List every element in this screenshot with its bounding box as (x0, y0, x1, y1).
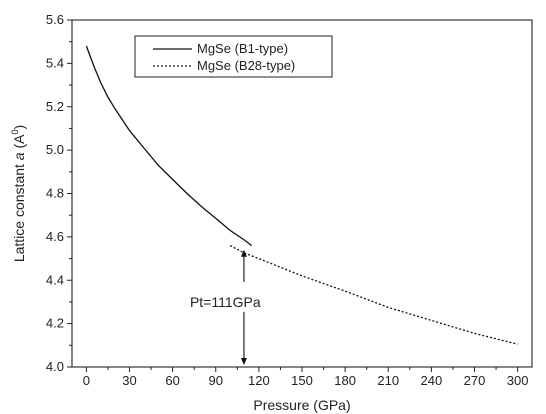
x-tick-label: 300 (507, 373, 529, 388)
x-tick-label: 90 (209, 373, 223, 388)
annotation-label: Pt=111GPa (190, 294, 261, 310)
x-tick-label: 60 (165, 373, 179, 388)
x-tick-label: 180 (334, 373, 356, 388)
legend-box (134, 35, 333, 78)
y-tick-label: 4.8 (46, 186, 64, 201)
y-tick-label: 5.2 (46, 99, 64, 114)
y-axis-label: Lattice constant a (A0) (10, 125, 27, 262)
x-axis-ticks: 0 30 60 90 120 150 180 210 240 270 300 (83, 367, 529, 388)
y-tick-label: 4.6 (46, 229, 64, 244)
series-line-b28 (229, 245, 518, 345)
x-tick-label: 120 (248, 373, 270, 388)
y-axis-label-sup: 0 (10, 130, 20, 135)
y-axis-label-unit: (A (11, 134, 27, 153)
y-tick-label: 4.4 (46, 272, 64, 287)
x-tick-label: 150 (291, 373, 313, 388)
annotation-arrow-up-head (240, 249, 247, 257)
legend-label-b1: MgSe (B1-type) (197, 41, 288, 56)
legend-label-b28: MgSe (B28-type) (197, 58, 295, 73)
y-tick-label: 5.4 (46, 55, 64, 70)
x-tick-label: 30 (122, 373, 136, 388)
x-tick-label: 270 (464, 373, 486, 388)
legend: MgSe (B1-type) MgSe (B28-type) (134, 35, 333, 78)
y-axis-label-prefix: Lattice constant (11, 160, 27, 262)
y-tick-label: 5.6 (46, 12, 64, 27)
annotation: Pt=111GPa (190, 249, 261, 365)
y-axis-ticks: 4.0 4.2 4.4 4.6 4.8 5.0 5.2 5.4 5.6 (46, 12, 72, 374)
y-axis-label-close: ) (11, 125, 27, 130)
y-tick-label: 4.0 (46, 359, 64, 374)
series-line-b1 (85, 45, 253, 247)
series-layer (85, 45, 518, 345)
y-tick-label: 5.0 (46, 142, 64, 157)
annotation-arrow-down-head (240, 358, 247, 365)
x-tick-label: 210 (377, 373, 399, 388)
y-axis-label-italic: a (11, 152, 27, 160)
x-tick-label: 0 (83, 373, 90, 388)
y-tick-label: 4.2 (46, 316, 64, 331)
x-tick-label: 240 (421, 373, 443, 388)
x-axis-label: Pressure (GPa) (253, 397, 350, 413)
